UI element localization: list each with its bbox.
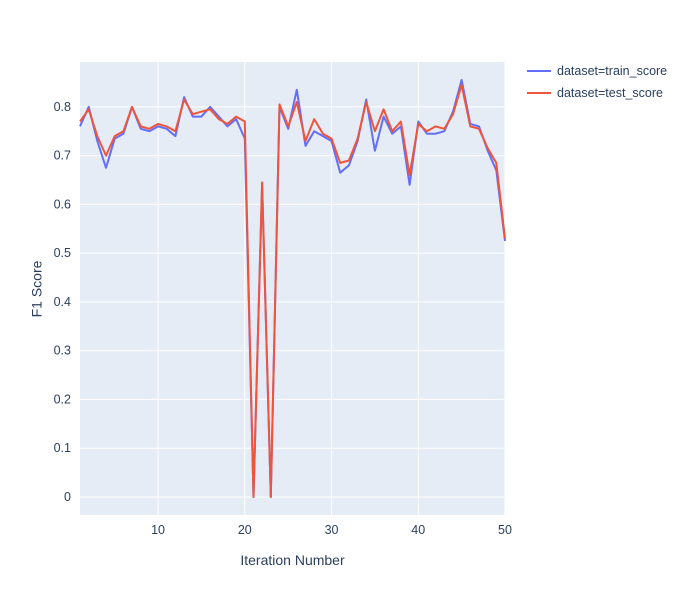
svg-text:20: 20 — [238, 523, 252, 537]
legend-label-test-score: dataset=test_score — [557, 86, 663, 100]
test-score-line-swatch — [527, 92, 551, 94]
train-score-line-swatch — [527, 70, 551, 72]
svg-text:10: 10 — [151, 523, 165, 537]
svg-text:0.4: 0.4 — [54, 295, 71, 309]
svg-text:0.2: 0.2 — [54, 392, 71, 406]
svg-text:0.7: 0.7 — [54, 149, 71, 163]
svg-text:50: 50 — [498, 523, 512, 537]
svg-text:0.6: 0.6 — [54, 197, 71, 211]
x-axis-title: Iteration Number — [240, 552, 345, 568]
svg-text:0.5: 0.5 — [54, 246, 71, 260]
legend: dataset=train_score dataset=test_score — [527, 64, 667, 100]
svg-text:0: 0 — [64, 490, 71, 504]
y-axis-title: F1 Score — [28, 260, 45, 318]
legend-item-test-score[interactable]: dataset=test_score — [527, 86, 667, 100]
svg-text:0.1: 0.1 — [54, 441, 71, 455]
svg-text:0.8: 0.8 — [54, 100, 71, 114]
legend-item-train-score[interactable]: dataset=train_score — [527, 64, 667, 78]
svg-text:0.3: 0.3 — [54, 344, 71, 358]
legend-label-train-score: dataset=train_score — [557, 64, 668, 78]
svg-text:30: 30 — [325, 523, 339, 537]
svg-text:40: 40 — [411, 523, 425, 537]
